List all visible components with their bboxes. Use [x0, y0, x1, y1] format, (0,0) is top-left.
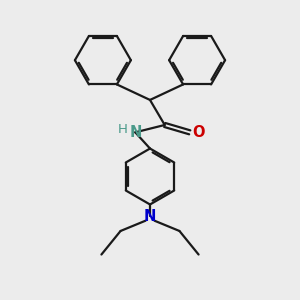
Text: O: O [192, 125, 204, 140]
Text: N: N [144, 209, 156, 224]
Text: H: H [118, 124, 128, 136]
Text: N: N [130, 125, 142, 140]
